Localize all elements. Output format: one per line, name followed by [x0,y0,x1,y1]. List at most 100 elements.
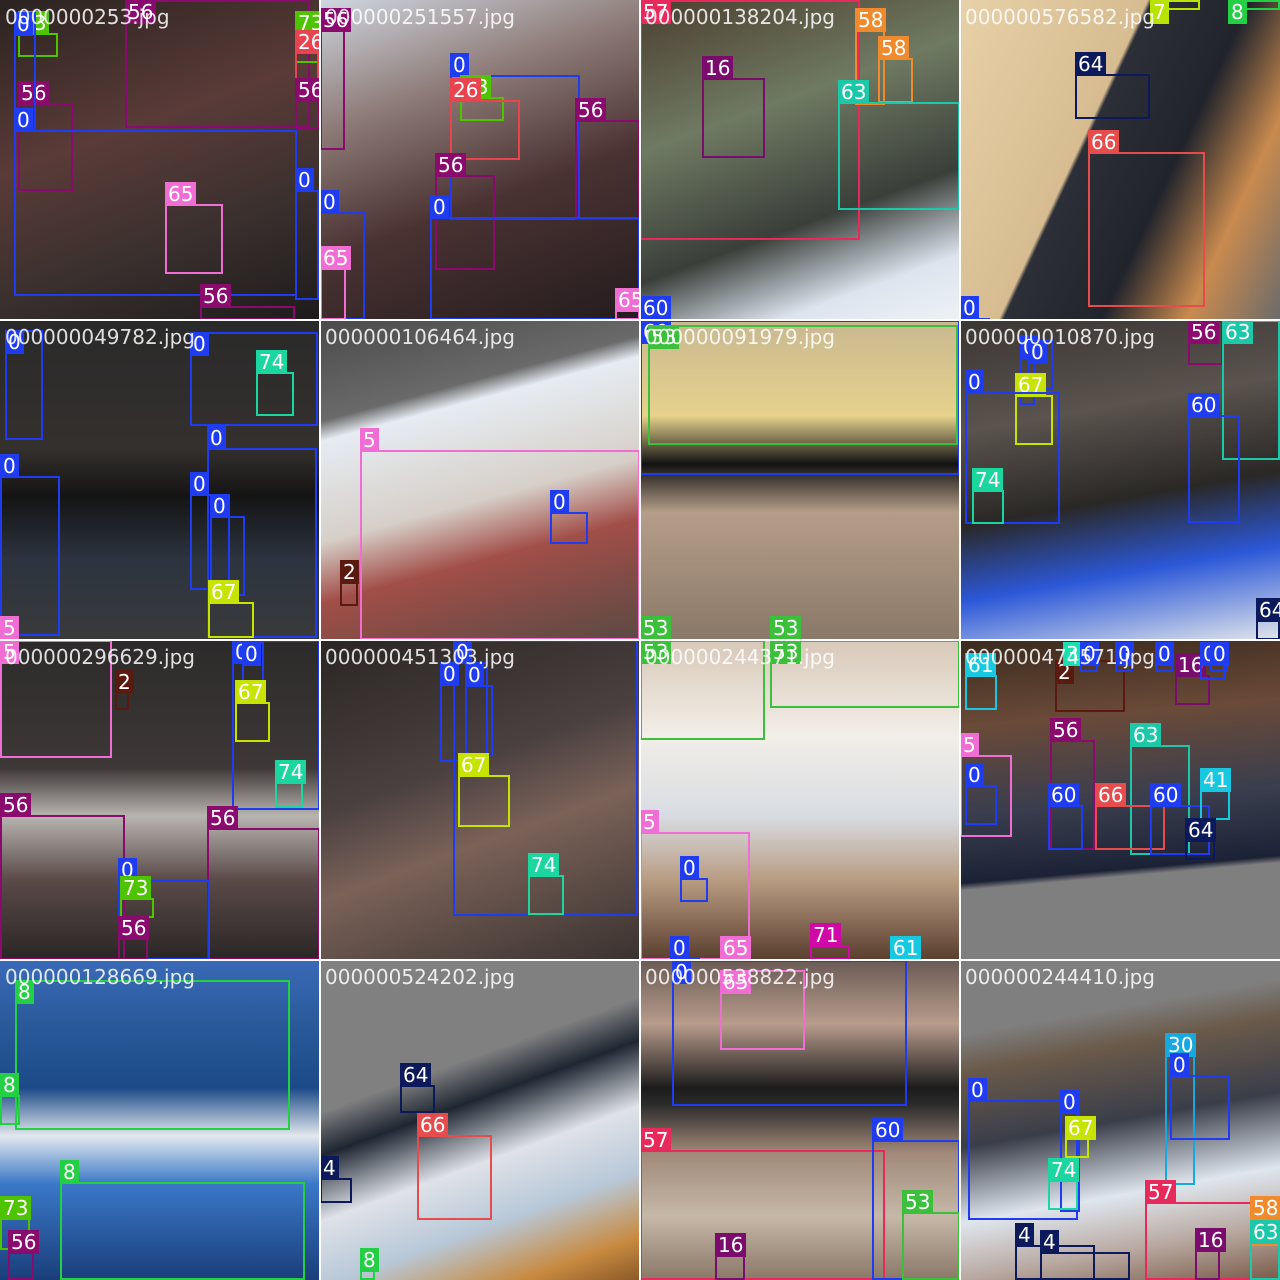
tile-7: 000000091979.jpg60535353 [640,320,960,640]
class-label: 0 [1028,340,1047,364]
class-label: 0 [960,296,979,320]
detection-box: 56 [435,153,495,270]
class-label: 2 [115,670,134,694]
class-label: 0 [14,108,33,132]
class-label: 0 [1115,642,1134,666]
class-label: 5 [960,733,979,757]
detection-box: 60 [1150,783,1210,855]
detection-box: 3 [1063,642,1083,666]
detection-box: 16 [715,1233,747,1280]
detection-box: 74 [256,350,294,416]
detection-box: 0 [14,12,36,132]
class-label: 56 [200,284,232,308]
class-label: 0 [670,936,689,960]
detection-box: 0 [550,490,588,544]
detection-box: 0 [1155,642,1174,672]
class-label: 0 [1155,642,1174,666]
class-label: 53 [902,1190,934,1214]
class-label: 0 [320,190,339,214]
detection-box: 0 [295,168,319,300]
class-label: 0 [0,454,19,478]
class-label: 67 [458,753,490,777]
class-label: 65 [720,970,752,994]
class-label: 56 [0,793,32,817]
tile-filename: 000000138204.jpg [645,5,835,29]
class-label: 60 [1150,783,1182,807]
class-label: 0 [672,960,691,984]
detection-box: 7 [1150,0,1200,24]
detection-box: 0 [207,426,317,638]
tile-filename: 000000244410.jpg [965,965,1155,989]
class-label: 16 [715,1233,747,1257]
class-label: 0 [14,12,33,36]
class-label: 0 [190,472,209,496]
class-label: 65 [615,288,640,312]
detection-box: 74 [972,468,1004,524]
class-label: 41 [1200,768,1232,792]
tile-filename: 000000244371.jpg [645,645,835,669]
detection-box: 66 [417,1113,492,1220]
class-label: 63 [1250,1220,1280,1244]
class-label: 63 [1130,723,1162,747]
detection-box: 0 [190,332,318,426]
class-label: 61 [890,936,922,960]
class-label: 4 [1040,1230,1059,1254]
detection-box: 63 [1250,1220,1280,1280]
class-label: 0 [450,53,469,77]
detection-box: 5 [960,733,1012,837]
detection-box: 8 [0,1073,20,1125]
class-label: 7 [1150,0,1169,24]
detection-box: 57 [640,0,860,240]
class-label: 0 [1210,642,1229,666]
class-label: 66 [1088,130,1120,154]
detection-box: 56 [8,1230,40,1280]
class-label: 57 [640,1128,672,1152]
class-label: 0 [1170,1053,1189,1077]
grid-divider [0,639,1280,641]
detection-box: 56 [1188,320,1223,365]
detection-box: 74 [528,853,564,915]
detection-box: 2 [115,670,134,710]
detection-box: 64 [1075,52,1150,119]
tile-filename: 000000451303.jpg [325,645,515,669]
class-label: 4 [1015,1223,1034,1247]
detection-box: 73 [0,1196,32,1250]
detection-box: 67 [235,680,270,742]
detection-box: 53 [902,1190,960,1280]
detection-box: 67 [208,580,254,638]
class-label: 3 [1063,642,1082,666]
class-label: 56 [1050,718,1082,742]
tile-filename: 000000474571.jpg [965,645,1155,669]
class-label: 65 [165,182,197,206]
class-label: 56 [320,8,352,32]
class-label: 4 [320,1156,339,1180]
class-label: 0 [190,332,209,356]
class-label: 67 [208,580,240,604]
detection-box: 64 [400,1063,435,1113]
class-label: 60 [872,1118,904,1142]
class-label: 56 [295,78,320,102]
detection-box: 26 [295,30,320,92]
tile-filename: 000000296629.jpg [5,645,195,669]
class-label: 66 [417,1113,449,1137]
detection-box: 26 [450,78,520,160]
tile-filename: 000000049782.jpg [5,325,195,349]
tile-14: 000000524202.jpg 64 66 4 8 [320,960,640,1280]
class-label: 26 [295,30,320,54]
detection-box: 65 [320,246,352,320]
detection-box: 0 [680,856,708,902]
detection-box: 0 [0,454,60,636]
detection-box: 56 [0,793,125,960]
class-label: 64 [1075,52,1107,76]
class-label: 60 [640,296,672,320]
detection-box: 61 [965,653,997,710]
class-label: 56 [207,806,239,830]
class-label: 2 [340,560,359,584]
class-label: 0 [550,490,569,514]
detection-box: 56 [118,916,150,960]
detection-box: 67 [458,753,510,827]
detection-box: 0 [1170,1053,1230,1140]
tile-4: 000000576582.jpg 7 8 64 66 0 [960,0,1280,320]
detection-box: 0 [453,640,638,916]
detection-box: 0 [242,642,264,704]
